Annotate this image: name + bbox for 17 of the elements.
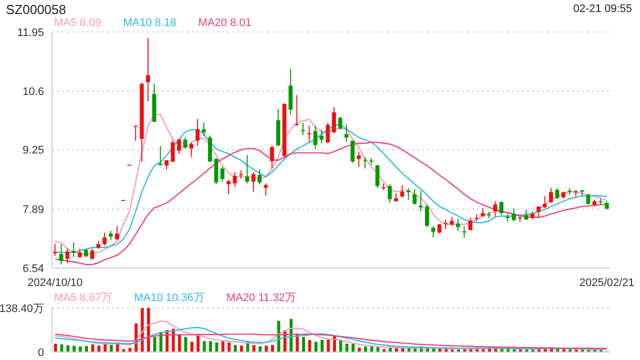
- chart-title: SZ000058: [6, 2, 66, 17]
- text: MA5 8.67万: [54, 291, 112, 305]
- text: MA5 8.09: [54, 17, 102, 29]
- text: MA10 8.18: [123, 17, 176, 29]
- y-tick-label: 10.6: [22, 86, 44, 98]
- y-tick-label: 11.95: [17, 26, 44, 39]
- text: MA10 10.36万: [134, 291, 204, 305]
- text: MA20 8.01: [198, 17, 252, 29]
- text: MA20 11.32万: [226, 291, 296, 305]
- y-tick-label: 0: [38, 346, 44, 359]
- y-tick-label: 6.54: [22, 262, 44, 275]
- x-tick-label: 2024/10/10: [28, 277, 83, 289]
- y-tick-label: 7.89: [22, 204, 44, 216]
- y-tick-label: 138.40万: [0, 302, 44, 315]
- y-tick-label: 9.25: [22, 144, 44, 157]
- x-tick-label: 2025/02/21: [579, 277, 634, 289]
- text: 02-21 09:55: [573, 3, 632, 15]
